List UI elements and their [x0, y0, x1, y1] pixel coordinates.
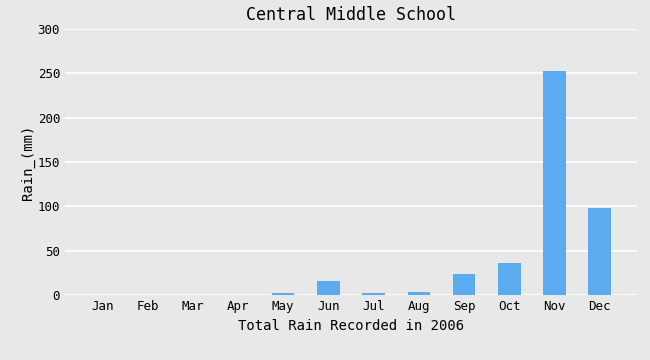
Bar [317, 281, 340, 295]
Bar [453, 274, 475, 295]
Bar [408, 292, 430, 295]
Bar [543, 71, 566, 295]
Bar [272, 293, 294, 295]
Bar [498, 263, 521, 295]
Bar [362, 293, 385, 295]
Bar [588, 208, 611, 295]
Title: Central Middle School: Central Middle School [246, 6, 456, 24]
X-axis label: Total Rain Recorded in 2006: Total Rain Recorded in 2006 [238, 319, 464, 333]
Y-axis label: Rain_(mm): Rain_(mm) [21, 124, 35, 200]
